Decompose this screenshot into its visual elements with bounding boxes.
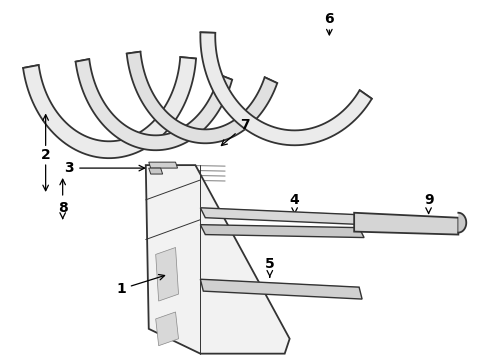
Polygon shape (23, 57, 196, 158)
Polygon shape (156, 247, 178, 301)
Polygon shape (200, 279, 362, 299)
Polygon shape (156, 312, 178, 346)
Polygon shape (200, 32, 372, 145)
Text: 7: 7 (221, 118, 250, 145)
Text: 1: 1 (116, 275, 165, 296)
Text: 6: 6 (324, 12, 334, 26)
Polygon shape (200, 225, 364, 238)
Polygon shape (458, 213, 466, 233)
Polygon shape (127, 52, 277, 143)
Text: 2: 2 (41, 148, 50, 162)
Text: 5: 5 (265, 257, 275, 277)
Polygon shape (146, 165, 290, 354)
Text: 9: 9 (424, 193, 433, 213)
Text: 8: 8 (58, 201, 68, 215)
Polygon shape (75, 59, 232, 150)
Polygon shape (149, 162, 177, 168)
Polygon shape (149, 168, 163, 174)
Polygon shape (354, 213, 458, 235)
Polygon shape (200, 208, 364, 225)
Text: 4: 4 (290, 193, 299, 213)
Text: 3: 3 (65, 161, 145, 175)
